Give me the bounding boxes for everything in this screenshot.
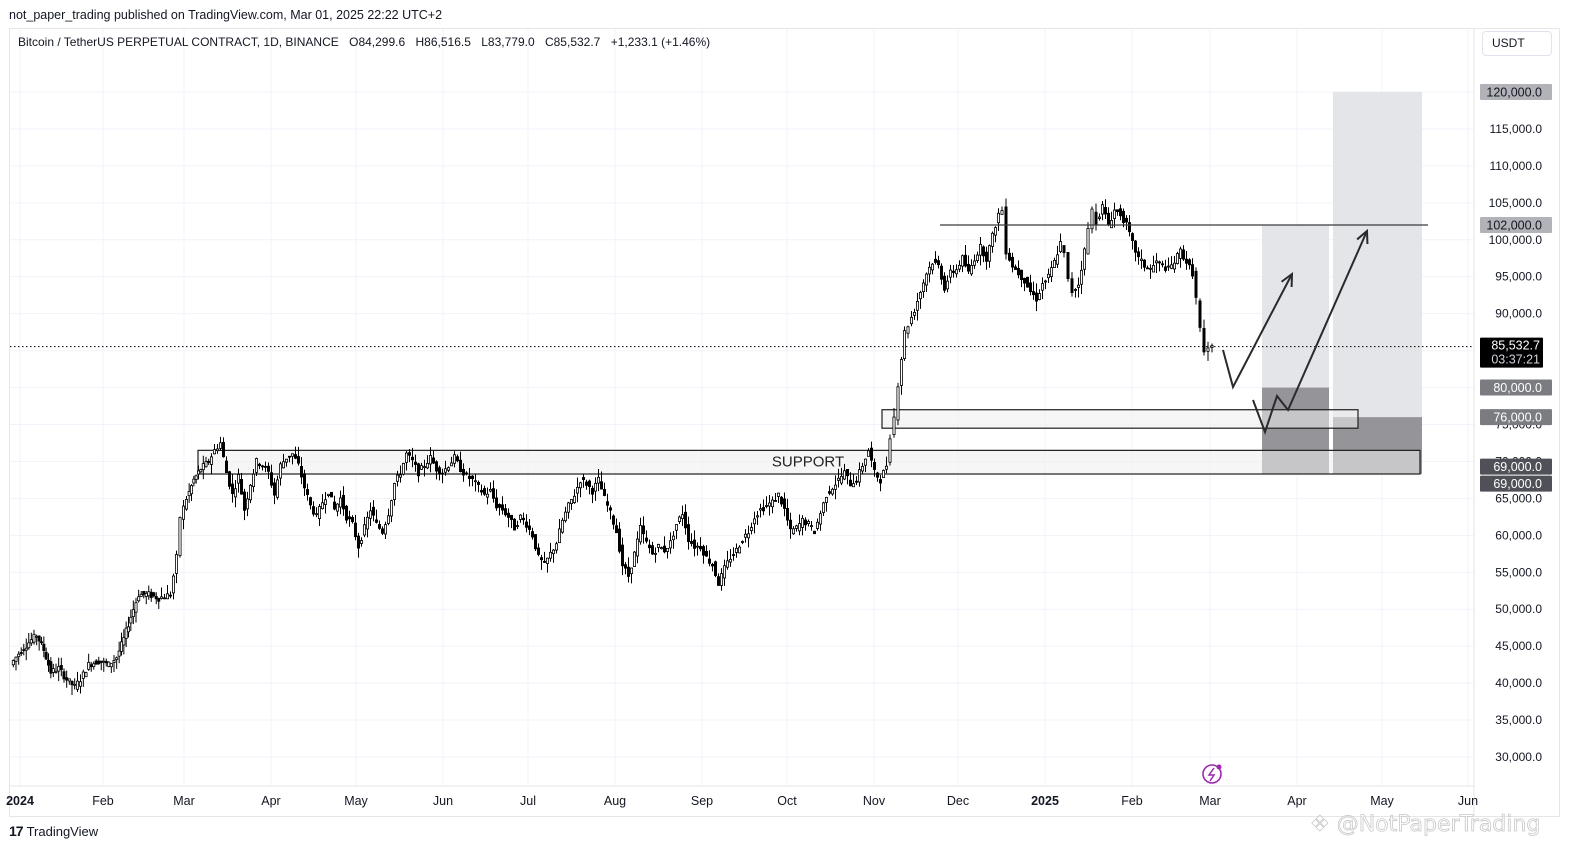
time-axis-tick: Feb [92,794,114,808]
price-axis-tick: 95,000.0 [1495,270,1542,284]
projection-2[interactable] [1252,230,1368,435]
time-axis-tick: Feb [1121,794,1143,808]
alert-dot-icon [1216,764,1222,770]
currency-button[interactable]: USDT [1482,31,1552,56]
price-label: 69,000.0 [1493,460,1542,474]
ohlc-low: L83,779.0 [481,35,535,49]
chart-frame [9,28,1560,817]
price-change: +1,233.1 (+1.46%) [610,35,711,49]
price-axis-tick: 45,000.0 [1495,639,1542,653]
time-axis-tick: Oct [777,794,797,808]
time-axis-tick: Jun [1458,794,1478,808]
lightning-glyph-icon [1207,767,1216,782]
symbol-legend: Bitcoin / TetherUS PERPETUAL CONTRACT, 1… [18,35,717,49]
last-price-label: 85,532.7 [1491,339,1540,353]
price-label-bg [1480,458,1552,475]
time-axis-tick: Apr [1287,794,1306,808]
time-axis-tick: May [1370,794,1394,808]
time-axis-tick: May [344,794,368,808]
time-axis-tick: Jul [520,794,536,808]
long-position-2-target-zone[interactable] [1333,92,1422,418]
price-axis-tick: 115,000.0 [1490,122,1543,136]
price-label-bg [1480,409,1552,426]
tradingview-logo-text: TradingView [26,823,99,839]
tradingview-logo[interactable]: 17 TradingView [9,823,98,839]
author-watermark: ❖ @NotPaperTrading [1310,812,1541,838]
price-axis-tick: 50,000.0 [1495,602,1542,616]
price-label-bg [1480,84,1552,100]
price-axis-tick: 110,000.0 [1490,159,1543,173]
time-axis-tick: Sep [691,794,713,808]
long-position-1-target-zone[interactable] [1262,225,1329,388]
bar-countdown: 03:37:21 [1491,353,1540,367]
price-axis-tick: 60,000.0 [1495,528,1542,542]
time-axis-tick: Dec [947,794,969,808]
price-axis-tick: 55,000.0 [1495,565,1542,579]
price-label-bg [1480,475,1552,492]
time-axis-tick: Apr [261,794,280,808]
support-zone[interactable] [197,449,1421,475]
time-axis-tick: Mar [1199,794,1221,808]
ohlc-high: H86,516.5 [415,35,471,49]
price-axis-tick: 90,000.0 [1495,307,1542,321]
published-info: not_paper_trading published on TradingVi… [9,8,443,22]
price-axis-tick: 65,000.0 [1495,491,1542,505]
price-axis-tick: 30,000.0 [1495,750,1542,764]
last-price-label-bg [1480,337,1543,368]
time-axis-tick: Mar [173,794,195,808]
time-axis-tick: Jun [433,794,453,808]
time-axis-tick: 2025 [1031,794,1059,808]
price-axis-tick: 100,000.0 [1489,233,1543,247]
time-axis-tick: Nov [863,794,886,808]
price-axis-tick: 40,000.0 [1495,676,1542,690]
price-label-bg [1480,217,1552,233]
upper-demand-zone[interactable] [881,409,1359,429]
support-label: SUPPORT [772,453,844,470]
price-label: 76,000.0 [1493,411,1542,425]
symbol-title[interactable]: Bitcoin / TetherUS PERPETUAL CONTRACT, 1… [18,35,339,49]
price-label: 120,000.0 [1486,86,1542,100]
price-label: 80,000.0 [1493,381,1542,395]
tradingview-logo-icon: 17 [9,823,24,839]
arrowhead-icon [1280,271,1294,288]
price-axis-tick: 35,000.0 [1495,713,1542,727]
time-axis-tick: Aug [604,794,626,808]
time-axis-tick: 2024 [6,794,34,808]
ohlc-open: O84,299.6 [349,35,406,49]
watermark-icon: ❖ [1310,812,1337,838]
price-label-bg [1480,379,1552,396]
ohlc-close: C85,532.7 [544,35,601,49]
lightning-alert-icon[interactable] [1202,764,1222,784]
arrowhead-icon [1356,228,1369,245]
price-label: 69,000.0 [1493,477,1542,491]
price-axis-tick: 105,000.0 [1489,196,1543,210]
projection-1[interactable] [1222,273,1293,390]
price-label: 102,000.0 [1486,219,1542,233]
